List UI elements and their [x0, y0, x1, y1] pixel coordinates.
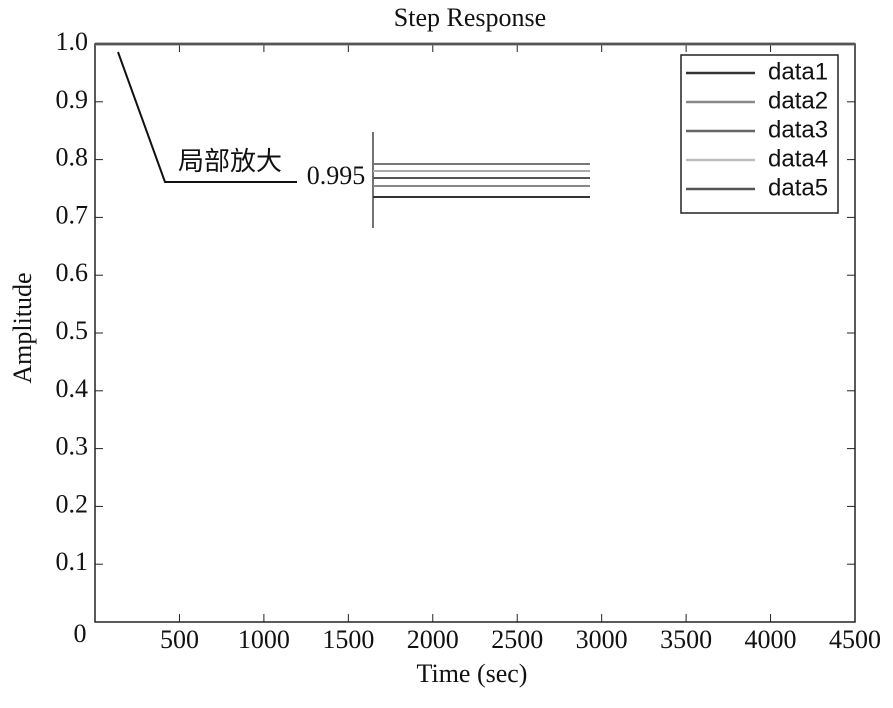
annotation: 局部放大	[178, 147, 282, 176]
x-tick-label: 1000	[238, 625, 290, 654]
x-tick-label: 2000	[407, 625, 459, 654]
y-tick-label: 0.5	[56, 316, 89, 345]
y-tick-label: 0.4	[56, 374, 89, 403]
x-tick-label: 2500	[491, 625, 543, 654]
legend-label: data4	[768, 145, 828, 172]
x-tick-label: 3500	[660, 625, 712, 654]
y-tick-label: 0.3	[56, 432, 89, 461]
legend-box	[680, 54, 839, 214]
x-tick-label: 0	[74, 619, 87, 648]
y-axis-label: Amplitude	[8, 272, 37, 383]
y-tick-label: 0.7	[56, 200, 89, 229]
legend-label: data1	[768, 58, 828, 85]
x-tick-label: 500	[160, 625, 199, 654]
legend-label: data2	[768, 87, 828, 114]
x-tick-label: 3000	[576, 625, 628, 654]
x-tick-label: 4000	[745, 625, 797, 654]
chart-title: Step Response	[394, 3, 546, 32]
legend-label: data5	[768, 174, 828, 201]
y-tick-label: 1.0	[56, 27, 89, 56]
y-tick-label: 0.1	[56, 547, 89, 576]
y-tick-label: 0.2	[56, 489, 89, 518]
y-tick-label: 0.8	[56, 143, 89, 172]
inset-label: 0.995	[307, 161, 366, 190]
inset-lines	[373, 163, 590, 198]
x-tick-label: 1500	[322, 625, 374, 654]
y-tick-label: 0.9	[56, 85, 89, 114]
x-axis-label: Time (sec)	[417, 659, 528, 688]
annotation-arrow	[117, 51, 297, 183]
x-tick-label: 4500	[829, 625, 881, 654]
legend-label: data3	[768, 116, 828, 143]
y-tick-label: 0.6	[56, 258, 89, 287]
